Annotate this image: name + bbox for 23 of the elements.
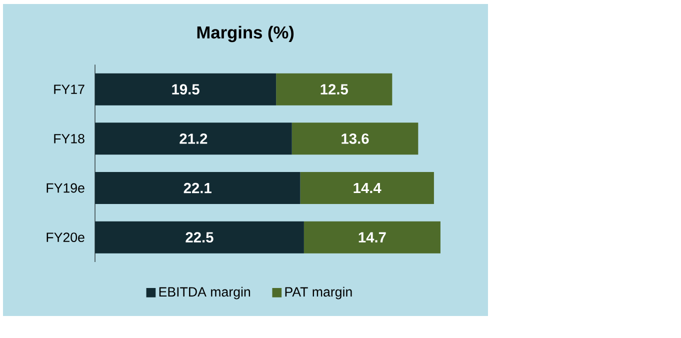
data-label: 14.7 bbox=[358, 232, 386, 242]
data-label: 19.5 bbox=[172, 84, 200, 95]
data-label: 22.1 bbox=[184, 182, 212, 194]
data-label: 12.5 bbox=[320, 84, 348, 95]
y-tick-label: FY18 bbox=[54, 134, 84, 144]
bar bbox=[276, 73, 392, 106]
legend-label: PAT margin bbox=[285, 286, 352, 300]
bar bbox=[304, 221, 440, 254]
bar bbox=[95, 73, 276, 106]
chart-title: Margins (%) bbox=[197, 26, 294, 42]
y-tick-label: FY19e bbox=[46, 183, 84, 193]
data-label: 22.5 bbox=[186, 232, 214, 243]
bar bbox=[292, 122, 418, 155]
y-tick-label: FY17 bbox=[54, 84, 84, 94]
legend-label: EBITDA margin bbox=[159, 286, 250, 300]
bar bbox=[95, 172, 300, 204]
bar bbox=[95, 122, 292, 155]
data-label: 13.6 bbox=[342, 133, 369, 144]
bar bbox=[95, 221, 304, 254]
y-tick-label: FY20e bbox=[46, 232, 84, 242]
bar bbox=[300, 172, 434, 204]
data-label: 21.2 bbox=[180, 134, 208, 144]
data-label: 14.4 bbox=[354, 182, 382, 194]
